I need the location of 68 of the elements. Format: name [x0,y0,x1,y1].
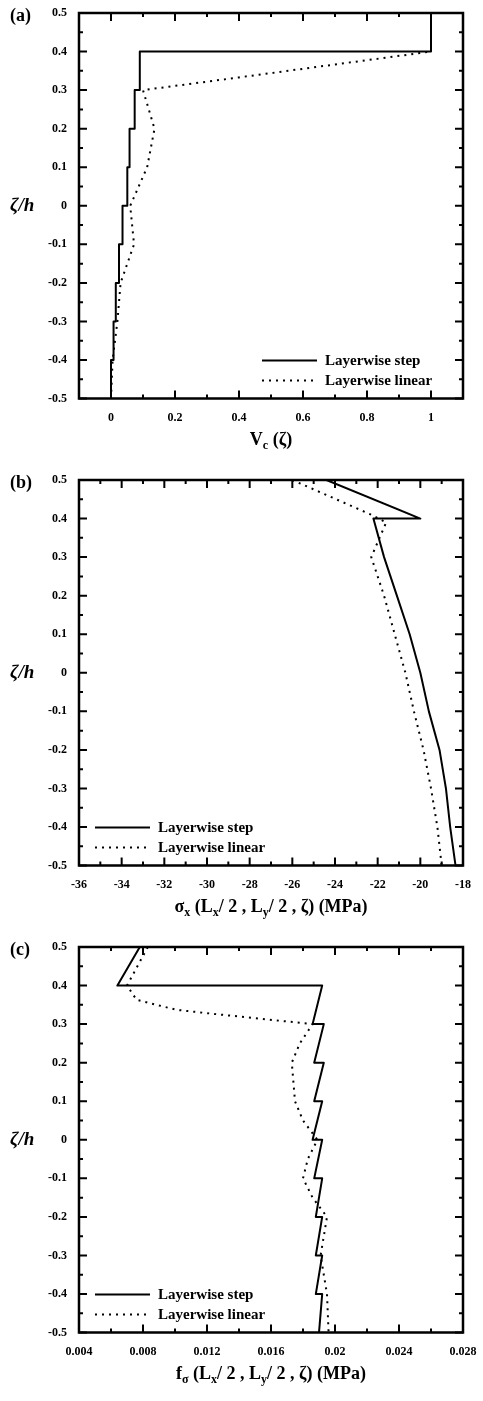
y-tick-label: 0.2 [52,1054,67,1069]
y-tick-label: -0.2 [48,1209,67,1224]
y-tick-label: -0.1 [48,703,67,718]
y-tick-label: -0.5 [48,390,67,405]
x-tick-label: 0.4 [231,409,247,424]
x-tick-label: 0.8 [359,409,375,424]
x-tick-label: -22 [369,876,386,891]
x-tick-label: -30 [199,876,215,891]
legend-label: Layerwise step [158,819,254,836]
x-tick-label: -26 [284,876,301,891]
y-tick-label: 0.2 [52,587,67,602]
chart-title: (a) [10,5,31,26]
y-tick-label: 0.1 [52,626,67,641]
y-tick-label: 0.3 [52,549,67,564]
y-tick-label: 0.1 [52,1093,67,1108]
x-tick-label: -36 [71,876,87,891]
x-tick-label: -24 [327,876,343,891]
y-tick-label: 0.5 [52,939,67,954]
y-tick-label: 0.1 [52,159,67,174]
x-tick-label: 0.012 [193,1343,221,1358]
y-tick-label: 0 [61,1131,67,1146]
x-tick-label: 0.008 [129,1343,157,1358]
y-tick-label: 0.2 [52,120,67,135]
y-tick-label: 0.5 [52,472,67,487]
y-tick-label: -0.3 [48,1247,67,1262]
chart-title: (c) [10,939,30,960]
y-axis-title: ζ/h [10,660,35,682]
x-tick-label: 0.028 [449,1343,477,1358]
x-tick-label: 0.2 [167,409,183,424]
y-tick-label: 0.4 [52,977,67,992]
x-tick-label: -34 [113,876,130,891]
y-tick-label: -0.3 [48,313,67,328]
x-tick-label: 0.02 [324,1343,346,1358]
y-axis-title: ζ/h [10,1127,35,1149]
x-tick-label: -20 [412,876,429,891]
x-tick-label: 1 [428,409,434,424]
y-tick-label: 0.4 [52,510,67,525]
y-tick-label: 0.3 [52,82,67,97]
y-tick-label: -0.1 [48,1170,67,1185]
chart-title: (b) [10,472,32,493]
x-tick-label: 0.6 [295,409,311,424]
legend-label: Layerwise step [158,1286,254,1303]
y-tick-label: -0.1 [48,236,67,251]
y-tick-label: -0.2 [48,275,67,290]
x-tick-label: -28 [241,876,258,891]
y-tick-label: -0.4 [48,819,67,834]
x-tick-label: 0.004 [65,1343,93,1358]
y-axis-title: ζ/h [10,193,35,215]
y-tick-label: 0.4 [52,43,67,58]
legend-label: Layerwise linear [158,1306,266,1323]
x-tick-label: 0 [108,409,114,424]
y-tick-label: 0.5 [52,5,67,20]
y-tick-label: -0.4 [48,352,67,367]
y-tick-label: -0.5 [48,857,67,872]
x-tick-label: -18 [455,876,471,891]
y-tick-label: -0.5 [48,1324,67,1339]
y-tick-label: -0.3 [48,780,67,795]
y-tick-label: -0.4 [48,1286,67,1301]
y-tick-label: 0 [61,664,67,679]
y-tick-label: 0.3 [52,1016,67,1031]
x-tick-label: 0.016 [257,1343,285,1358]
x-tick-label: 0.024 [385,1343,413,1358]
legend-label: Layerwise step [325,352,421,369]
x-tick-label: -32 [156,876,173,891]
y-tick-label: 0 [61,197,67,212]
y-tick-label: -0.2 [48,742,67,757]
legend-label: Layerwise linear [325,372,433,389]
legend-label: Layerwise linear [158,839,266,856]
